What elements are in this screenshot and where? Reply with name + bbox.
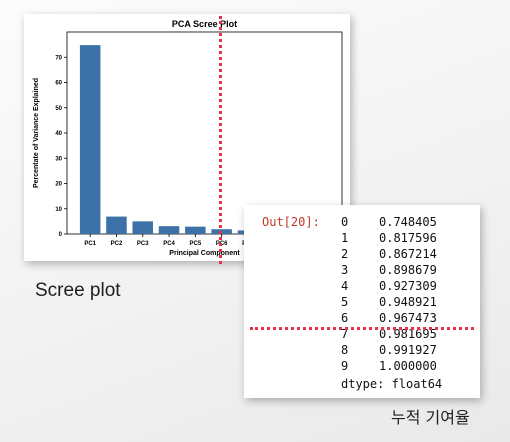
output-row: 3 0.898679: [341, 263, 437, 277]
output-row-index: 7: [341, 327, 349, 341]
output-row-index: 5: [341, 295, 349, 309]
y-tick-label: 40: [55, 131, 62, 137]
y-tick-label: 30: [55, 156, 62, 162]
output-row: 2 0.867214: [341, 247, 437, 261]
output-row-index: 4: [341, 279, 349, 293]
output-row: 7 0.981695: [341, 327, 437, 341]
y-axis-label: Percentate of Variance Explained: [33, 78, 40, 188]
x-tick-label: PC1: [84, 241, 96, 247]
bar: [132, 221, 154, 234]
x-tick-label: PC5: [190, 241, 202, 247]
bar: [106, 216, 127, 234]
output-row-index: 6: [341, 311, 349, 325]
output-row-index: 1: [341, 231, 349, 245]
bar: [158, 226, 180, 234]
output-prompt: Out[20]:: [262, 215, 320, 229]
x-tick-label: PC3: [137, 241, 149, 247]
output-row-value: 0.748405: [379, 215, 437, 229]
x-tick-label: PC4: [163, 241, 175, 247]
output-row-value: 1.000000: [379, 359, 437, 373]
output-row: 5 0.948921: [341, 295, 437, 309]
x-axis-label: Principal Component: [169, 250, 240, 257]
output-row: 6 0.967473: [341, 311, 437, 325]
scree-plot-caption: Scree plot: [35, 280, 121, 301]
output-row-value: 0.981695: [379, 327, 437, 341]
output-row-value: 0.867214: [379, 247, 437, 261]
output-row-value: 0.927309: [379, 279, 437, 293]
output-row-index: 8: [341, 343, 349, 357]
output-row: 1 0.817596: [341, 231, 437, 245]
y-tick-label: 60: [55, 81, 62, 87]
output-row: 4 0.927309: [341, 279, 437, 293]
output-row-index: 3: [341, 263, 349, 277]
output-row: 0 0.748405: [341, 215, 437, 229]
y-tick-label: 50: [55, 106, 62, 112]
output-row-value: 0.898679: [379, 263, 437, 277]
y-tick-label: 70: [55, 55, 62, 61]
scree-plot: PCA Scree Plot 0 10 20 30 40 50 60 70 PC1 PC2 PC3 PC…: [33, 19, 343, 257]
cutoff-line-horizontal: [250, 327, 474, 330]
output-dtype: dtype: float64: [341, 377, 443, 391]
output-row-value: 0.948921: [379, 295, 437, 309]
notebook-output-card: Out[20]: 0 0.748405 1 0.817596 2 0.867214 3 0.8…: [244, 205, 480, 398]
cumulative-ratio-caption: 누적 기여율: [391, 408, 470, 427]
cutoff-line-vertical: [219, 16, 222, 264]
output-row-index: 9: [341, 359, 349, 373]
chart-title: PCA Scree Plot: [172, 19, 237, 29]
bar: [185, 226, 206, 234]
y-tick-label: 0: [59, 232, 63, 238]
output-row: 9 1.000000: [341, 359, 437, 373]
output-row: 8 0.991927: [341, 343, 437, 357]
output-row-index: 2: [341, 247, 349, 261]
y-tick-label: 20: [55, 182, 62, 188]
bar: [79, 45, 101, 234]
output-row-index: 0: [341, 215, 349, 229]
output-row-value: 0.967473: [379, 311, 437, 325]
scree-plot-card: PCA Scree Plot 0 10 20 30 40 50 60 70 PC1 PC2 PC3 PC…: [24, 14, 350, 261]
output-row-value: 0.817596: [379, 231, 437, 245]
plot-frame: [66, 31, 343, 235]
x-tick-label: PC2: [111, 241, 123, 247]
y-tick-label: 10: [55, 207, 62, 213]
output-row-value: 0.991927: [379, 343, 437, 357]
